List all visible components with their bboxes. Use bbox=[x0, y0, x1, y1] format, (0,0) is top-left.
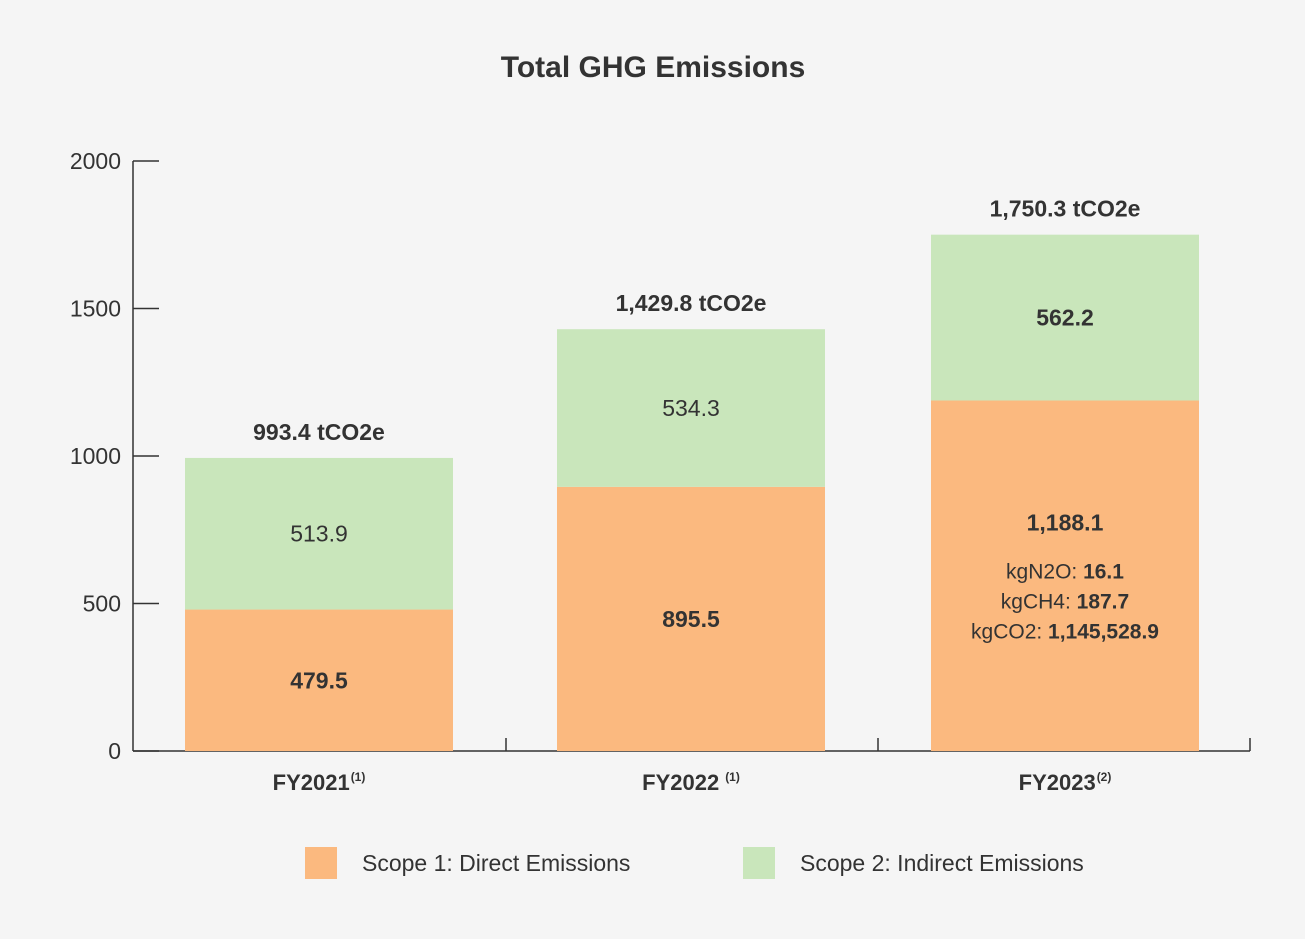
legend: Scope 1: Direct Emissions Scope 2: Indire… bbox=[305, 847, 1084, 879]
chart-title: Total GHG Emissions bbox=[501, 51, 806, 84]
x-tick-label: FY2021(1) bbox=[273, 770, 366, 795]
segment-value-label: 1,188.1 bbox=[1027, 510, 1104, 536]
segment-value-label: 534.3 bbox=[662, 395, 720, 421]
segment-value-label: 479.5 bbox=[290, 667, 348, 693]
legend-swatch-scope2 bbox=[743, 847, 775, 879]
y-tick-label: 0 bbox=[108, 738, 121, 764]
gas-annotation-label: kgCH4: bbox=[1001, 591, 1077, 614]
bar-segment-scope1-fy2021 bbox=[185, 609, 453, 751]
category-footnote: (2) bbox=[1097, 770, 1112, 784]
legend-label-scope2: Scope 2: Indirect Emissions bbox=[800, 850, 1084, 876]
gas-annotation: kgN2O: 16.1 bbox=[1006, 561, 1124, 584]
y-tick-label: 1000 bbox=[70, 443, 121, 469]
x-tick-label: FY2023(2) bbox=[1019, 770, 1112, 795]
segment-value-label: 562.2 bbox=[1036, 305, 1094, 331]
y-tick-label: 2000 bbox=[70, 148, 121, 174]
y-tick-label: 500 bbox=[83, 591, 121, 617]
y-tick-label: 1500 bbox=[70, 296, 121, 322]
gas-annotation-label: kgCO2: bbox=[971, 621, 1048, 644]
category-footnote: (1) bbox=[351, 770, 366, 784]
gas-annotation-value: 187.7 bbox=[1077, 591, 1130, 614]
legend-swatch-scope1 bbox=[305, 847, 337, 879]
segment-value-label: 895.5 bbox=[662, 606, 720, 632]
gas-annotation-value: 1,145,528.9 bbox=[1048, 621, 1159, 644]
total-label: 993.4 tCO2e bbox=[253, 419, 385, 445]
bar-segment-scope1-fy2022 bbox=[557, 486, 825, 751]
x-tick-label: FY2022 (1) bbox=[642, 770, 740, 795]
bar-segment-scope1-fy2023 bbox=[931, 400, 1199, 751]
total-label: 1,429.8 tCO2e bbox=[616, 290, 767, 316]
category-name: FY2022 bbox=[642, 770, 719, 795]
segment-value-label: 513.9 bbox=[290, 521, 348, 547]
gas-annotation-label: kgN2O: bbox=[1006, 561, 1083, 584]
bar-segment-scope2-fy2021 bbox=[185, 457, 453, 610]
legend-label-scope1: Scope 1: Direct Emissions bbox=[362, 850, 630, 876]
category-name: FY2023 bbox=[1019, 770, 1096, 795]
bar-segment-scope2-fy2023 bbox=[931, 234, 1199, 401]
gas-annotation: kgCO2: 1,145,528.9 bbox=[971, 621, 1159, 644]
total-label: 1,750.3 tCO2e bbox=[990, 196, 1141, 222]
bar-segment-scope2-fy2022 bbox=[557, 329, 825, 487]
category-footnote: (1) bbox=[725, 770, 740, 784]
gas-annotation: kgCH4: 187.7 bbox=[1001, 591, 1129, 614]
bars bbox=[185, 234, 1199, 751]
category-name: FY2021 bbox=[273, 770, 350, 795]
gas-annotation-value: 16.1 bbox=[1083, 561, 1124, 584]
